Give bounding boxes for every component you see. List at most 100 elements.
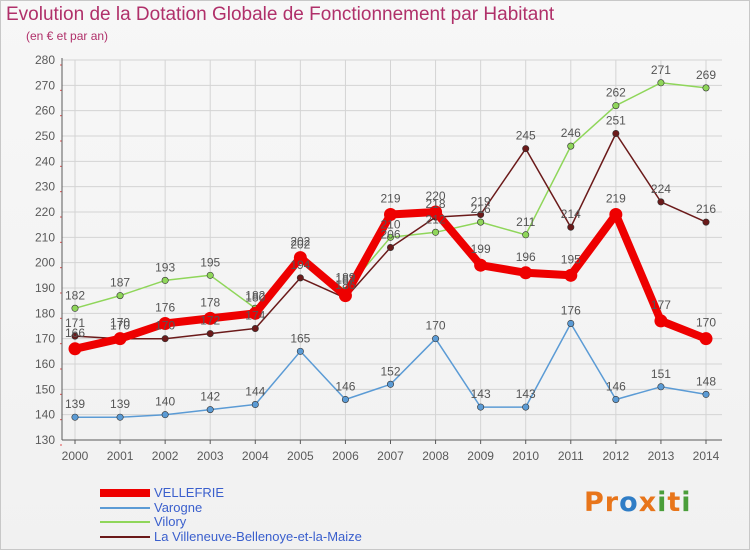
series-lines bbox=[68, 79, 713, 421]
y-tick-label: 130 bbox=[35, 433, 55, 447]
y-tick-label: 270 bbox=[35, 78, 55, 92]
data-point bbox=[296, 274, 304, 282]
data-point bbox=[702, 390, 710, 398]
y-tick-label: 200 bbox=[35, 256, 55, 270]
data-label: 174 bbox=[245, 309, 265, 323]
data-point bbox=[206, 330, 214, 338]
data-label: 140 bbox=[155, 395, 175, 409]
chart-subtitle: (en € et par an) bbox=[26, 29, 109, 43]
data-label: 172 bbox=[200, 314, 220, 328]
data-label: 214 bbox=[561, 207, 581, 221]
legend-swatch bbox=[100, 535, 150, 538]
x-tick-label: 2009 bbox=[467, 449, 494, 463]
data-point bbox=[161, 335, 169, 343]
legend-label: VELLEFRIE bbox=[154, 485, 225, 501]
x-tick-label: 2008 bbox=[422, 449, 449, 463]
data-point bbox=[567, 319, 575, 327]
data-point bbox=[612, 395, 620, 403]
data-label: 269 bbox=[696, 68, 716, 82]
data-point bbox=[384, 208, 397, 222]
data-label: 271 bbox=[651, 63, 671, 77]
data-point bbox=[116, 292, 124, 300]
data-label: 144 bbox=[245, 385, 265, 399]
data-point bbox=[206, 406, 214, 414]
data-point bbox=[474, 258, 488, 272]
legend-item: Vilory bbox=[100, 515, 362, 530]
data-point bbox=[477, 403, 485, 411]
proxiti-logo: Proxiti bbox=[584, 487, 692, 518]
data-label: 187 bbox=[110, 276, 130, 290]
data-point bbox=[699, 332, 713, 346]
data-label: 182 bbox=[65, 288, 85, 302]
data-label: 146 bbox=[606, 379, 626, 393]
data-label: 202 bbox=[290, 235, 310, 249]
data-point bbox=[612, 129, 620, 137]
data-point bbox=[657, 79, 665, 87]
x-tick-label: 2004 bbox=[242, 449, 269, 463]
data-point bbox=[161, 276, 169, 284]
data-point bbox=[338, 289, 352, 303]
y-tick-label: 240 bbox=[35, 154, 55, 168]
data-label: 224 bbox=[651, 182, 671, 196]
x-tick-label: 2012 bbox=[603, 449, 630, 463]
data-label: 170 bbox=[696, 316, 716, 330]
data-label: 171 bbox=[65, 316, 85, 330]
data-point bbox=[386, 380, 394, 388]
x-tick-label: 2001 bbox=[107, 449, 134, 463]
data-point bbox=[522, 231, 530, 239]
y-tick-label: 150 bbox=[35, 382, 55, 396]
x-tick-label: 2010 bbox=[512, 449, 539, 463]
data-label: 165 bbox=[290, 331, 310, 345]
y-tick-label: 230 bbox=[35, 180, 55, 194]
data-point bbox=[567, 223, 575, 231]
data-point bbox=[251, 401, 259, 409]
data-label: 219 bbox=[471, 195, 491, 209]
x-tick-label: 2005 bbox=[287, 449, 314, 463]
data-label: 193 bbox=[155, 260, 175, 274]
data-label: 219 bbox=[380, 192, 400, 206]
data-point bbox=[522, 403, 530, 411]
data-label: 218 bbox=[426, 197, 446, 211]
data-label: 212 bbox=[426, 212, 446, 226]
y-tick-label: 190 bbox=[35, 281, 55, 295]
data-label: 262 bbox=[606, 86, 626, 100]
data-label: 195 bbox=[200, 255, 220, 269]
data-label: 143 bbox=[516, 387, 536, 401]
y-tick-label: 280 bbox=[35, 53, 55, 67]
data-point bbox=[248, 306, 262, 320]
data-label: 219 bbox=[606, 192, 626, 206]
y-tick-label: 180 bbox=[35, 306, 55, 320]
chart-title: Evolution de la Dotation Globale de Fonc… bbox=[6, 4, 555, 25]
x-tick-label: 2011 bbox=[558, 449, 584, 463]
data-point bbox=[71, 332, 79, 340]
data-point bbox=[654, 314, 668, 328]
data-label: 177 bbox=[651, 298, 671, 312]
data-label: 152 bbox=[380, 364, 400, 378]
y-tick-label: 210 bbox=[35, 230, 55, 244]
data-point bbox=[203, 311, 217, 325]
data-label: 251 bbox=[606, 113, 626, 127]
data-label: 195 bbox=[561, 252, 581, 266]
y-tick-label: 140 bbox=[35, 408, 55, 422]
data-label: 245 bbox=[516, 129, 536, 143]
data-label: 210 bbox=[380, 217, 400, 231]
data-point bbox=[567, 142, 575, 150]
data-label: 194 bbox=[290, 258, 310, 272]
data-point bbox=[564, 268, 578, 282]
data-label: 220 bbox=[426, 189, 446, 203]
data-label: 216 bbox=[696, 202, 716, 216]
data-label: 148 bbox=[696, 374, 716, 388]
data-point bbox=[477, 211, 485, 219]
data-point bbox=[702, 84, 710, 92]
data-label: 246 bbox=[561, 126, 581, 140]
data-label: 196 bbox=[516, 250, 536, 264]
data-labels: 139 139 140 142 144 165 146 152 170 143 143 176 146 1… bbox=[65, 63, 716, 411]
legend-label: La Villeneuve-Bellenoye-et-la-Maize bbox=[154, 528, 362, 544]
data-point bbox=[657, 383, 665, 391]
grid bbox=[62, 59, 722, 440]
data-label: 170 bbox=[155, 319, 175, 333]
data-point bbox=[71, 413, 79, 421]
legend-label: Varogne bbox=[154, 499, 203, 515]
